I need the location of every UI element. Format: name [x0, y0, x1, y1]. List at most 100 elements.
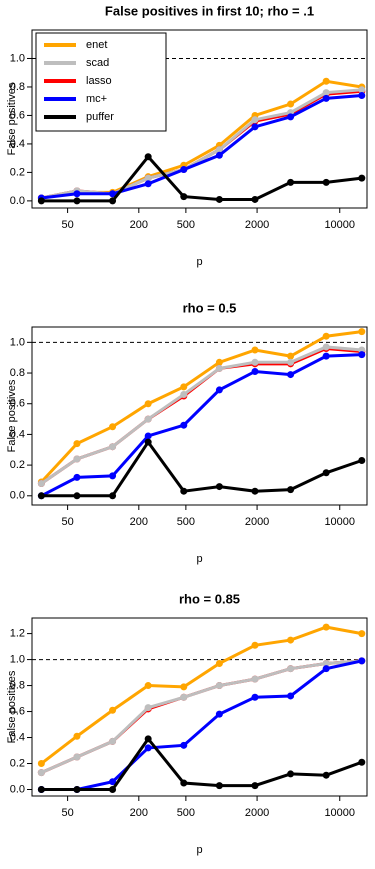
- data-point: [73, 753, 81, 761]
- data-point: [251, 195, 259, 203]
- data-point: [180, 421, 188, 429]
- data-point: [144, 438, 152, 446]
- y-tick-label: 0.2: [10, 757, 25, 769]
- data-point: [215, 710, 223, 718]
- chart-title: rho = 0.5: [183, 300, 237, 315]
- y-tick-label: 1.0: [10, 336, 25, 348]
- x-tick-label: 50: [61, 807, 73, 819]
- data-point: [144, 180, 152, 188]
- data-point: [287, 178, 295, 186]
- data-point: [287, 486, 295, 494]
- x-axis-label: p: [196, 553, 202, 565]
- y-tick-label: 0.0: [10, 195, 25, 207]
- legend-label: mc+: [86, 93, 107, 105]
- y-tick-label: 0.2: [10, 459, 25, 471]
- data-point: [322, 665, 330, 673]
- data-point: [215, 151, 223, 159]
- data-point: [144, 174, 152, 182]
- data-point: [251, 675, 259, 683]
- y-tick-label: 0.4: [10, 731, 25, 743]
- y-axis-label: False positives: [6, 82, 18, 155]
- data-point: [37, 769, 45, 777]
- data-point: [287, 665, 295, 673]
- data-point: [180, 166, 188, 174]
- legend-label: lasso: [86, 75, 112, 87]
- data-point: [215, 195, 223, 203]
- data-point: [180, 193, 188, 201]
- data-point: [37, 492, 45, 500]
- x-axis-label: p: [196, 256, 202, 268]
- x-tick-label: 50: [61, 516, 73, 528]
- data-point: [180, 683, 188, 691]
- data-point: [358, 758, 366, 766]
- data-point: [251, 116, 259, 124]
- data-point: [73, 455, 81, 463]
- data-point: [144, 153, 152, 161]
- plot-frame: [31, 29, 368, 209]
- x-tick-label: 500: [177, 219, 195, 231]
- series-line: [40, 353, 362, 498]
- data-point: [215, 782, 223, 790]
- chart-title: rho = 0.85: [179, 591, 240, 606]
- series-line: [40, 330, 362, 484]
- y-tick-label: 1.0: [10, 653, 25, 665]
- data-point: [322, 77, 330, 85]
- data-point: [37, 197, 45, 205]
- data-point: [358, 630, 366, 638]
- x-tick-label: 500: [177, 516, 195, 528]
- data-point: [144, 744, 152, 752]
- series-line: [40, 659, 362, 774]
- data-point: [358, 457, 366, 464]
- series-line: [41, 736, 363, 792]
- data-point: [287, 100, 295, 108]
- data-point: [73, 473, 81, 481]
- y-tick-label: 0.6: [10, 398, 25, 410]
- data-point: [287, 636, 295, 644]
- data-point: [287, 358, 295, 366]
- data-point: [215, 682, 223, 690]
- legend-label: enet: [86, 39, 107, 51]
- data-point: [251, 693, 259, 701]
- data-point: [37, 786, 45, 794]
- data-point: [109, 778, 117, 786]
- data-point: [144, 735, 152, 743]
- data-point: [37, 480, 45, 488]
- series-line: [41, 154, 362, 203]
- data-point: [215, 659, 223, 667]
- data-point: [215, 358, 223, 366]
- data-point: [180, 779, 188, 787]
- data-point: [358, 351, 366, 359]
- x-tick-label: 10000: [324, 219, 355, 231]
- data-point: [287, 692, 295, 700]
- x-tick-label: 200: [130, 807, 148, 819]
- data-point: [73, 786, 81, 794]
- legend-label: scad: [86, 57, 109, 69]
- y-tick-label: 0.8: [10, 367, 25, 379]
- data-point: [287, 113, 295, 121]
- x-tick-label: 50: [61, 219, 73, 231]
- y-tick-label: 0.0: [10, 490, 25, 502]
- y-tick-label: 0.8: [10, 81, 25, 93]
- data-point: [358, 92, 366, 100]
- chart-title: False positives in first 10; rho = .1: [105, 3, 314, 18]
- data-point: [144, 682, 152, 690]
- data-point: [215, 146, 223, 154]
- data-point: [358, 328, 366, 336]
- data-point: [358, 174, 366, 182]
- data-point: [180, 741, 188, 749]
- x-tick-label: 2000: [245, 516, 269, 528]
- data-point: [37, 760, 45, 768]
- data-point: [322, 352, 330, 360]
- data-point: [322, 89, 330, 97]
- y-tick-label: 0.6: [10, 705, 25, 717]
- data-point: [109, 197, 117, 205]
- data-point: [322, 332, 330, 340]
- series-line: [40, 346, 362, 485]
- data-point: [73, 440, 81, 448]
- data-point: [287, 352, 295, 360]
- legend-label: puffer: [86, 111, 114, 123]
- plot-frame: [31, 326, 368, 506]
- data-point: [287, 371, 295, 379]
- y-tick-label: 0.6: [10, 109, 25, 121]
- data-point: [180, 693, 188, 701]
